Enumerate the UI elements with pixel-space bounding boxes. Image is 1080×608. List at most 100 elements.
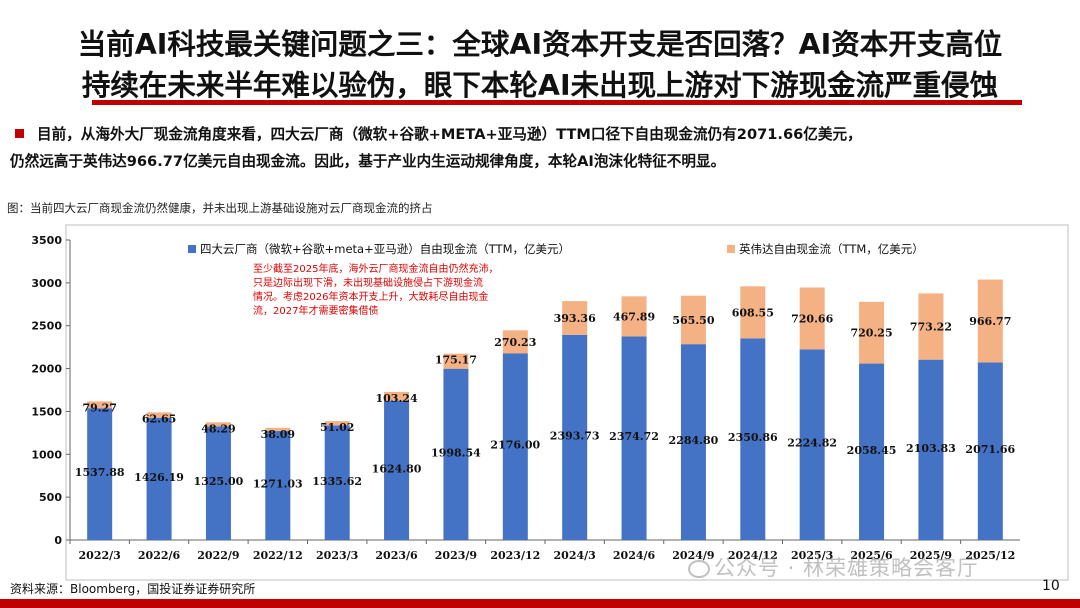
title-underline [92,100,1022,105]
chart-annotation-line: 只是边际出现下滑，未出现基础设施侵占下游现金流 [253,276,483,289]
data-label-cloud: 2374.72 [609,430,659,443]
data-label-nvidia: 38.09 [261,428,295,441]
data-label-nvidia: 103.24 [376,392,418,405]
data-label-cloud: 2071.66 [965,443,1015,456]
x-tick-label: 2022/9 [197,549,239,562]
bar-nvidia-fcf [146,412,172,418]
bar-nvidia-fcf [205,422,231,427]
bar-cloud-fcf [87,408,113,540]
data-label-cloud: 1271.03 [253,478,303,491]
x-tick-label: 2023/6 [375,549,418,562]
bar-cloud-fcf [859,363,885,540]
data-label-nvidia: 62.65 [142,412,176,425]
bar-nvidia-fcf [443,353,469,369]
data-label-nvidia: 393.36 [554,312,596,325]
chart-annotation-line: 至少截至2025年底，海外云厂商现金流自由仍然充沛， [253,262,498,275]
bar-cloud-fcf [799,349,825,540]
y-tick-label: 1000 [31,448,62,461]
bottom-bar [0,599,1080,608]
figure-caption: 图：当前四大云厂商现金流仍然健康，并未出现上游基础设施对云厂商现金流的挤占 [7,201,433,215]
watermark: 公众号 · 林荣雄策略会客厅 [688,552,979,582]
data-label-cloud: 2284.80 [669,434,719,447]
chart-annotation-line: 情况。考虑2026年资本开支上升，大致耗尽自由现金 [253,290,488,303]
slide-title-line-1: 当前AI科技最关键问题之三：全球AI资本开支是否回落？AI资本开支高位 [77,28,1003,61]
bullet-square-icon [15,129,24,138]
legend-label-nvidia: 英伟达自由现金流（TTM，亿美元） [739,242,924,256]
x-tick-label: 2025/6 [850,549,893,562]
data-label-nvidia: 773.22 [910,321,952,334]
data-label-nvidia: 51.02 [320,421,354,434]
x-tick-label: 2023/3 [316,549,358,562]
data-label-nvidia: 565.50 [672,314,714,327]
data-label-nvidia: 467.89 [613,310,655,323]
source-note: 资料来源：Bloomberg，国投证券证券研究所 [10,582,256,596]
bar-nvidia-fcf [859,301,885,364]
y-tick-label: 2000 [31,363,62,376]
bar-nvidia-fcf [502,330,528,354]
bar-cloud-fcf [324,425,350,540]
bar-cloud-fcf [977,362,1003,540]
y-tick-label: 0 [54,534,62,547]
data-label-cloud: 2176.00 [490,439,540,452]
data-label-nvidia: 270.23 [494,336,536,349]
bar-cloud-fcf [146,417,172,540]
bar-cloud-fcf [265,431,291,540]
data-label-cloud: 1325.00 [194,475,244,488]
data-label-nvidia: 79.27 [82,401,116,414]
data-label-cloud: 2058.45 [847,444,897,457]
chart-annotation-line: 流，2027年才需要密集借债 [253,304,378,317]
legend-swatch-nvidia [727,245,735,253]
y-tick-label: 500 [39,491,62,504]
legend-swatch-cloud [188,245,196,253]
bar-cloud-fcf [502,353,528,540]
x-tick-label: 2023/9 [435,549,477,562]
x-tick-label: 2024/3 [554,549,596,562]
y-tick-label: 2500 [31,320,62,333]
data-label-nvidia: 608.55 [732,306,774,319]
bar-cloud-fcf [443,368,469,540]
y-tick-label: 3500 [31,234,62,247]
page-number: 10 [1042,578,1060,594]
y-tick-label: 1500 [31,405,62,418]
x-tick-label: 2025/12 [965,549,1015,562]
bar-nvidia-fcf [918,293,944,360]
bar-nvidia-fcf [265,427,291,432]
bar-nvidia-fcf [87,401,113,409]
x-tick-label: 2022/3 [79,549,121,562]
y-tick-label: 3000 [31,277,62,290]
data-label-cloud: 2350.86 [728,431,778,444]
data-label-cloud: 2393.73 [550,429,600,442]
x-tick-label: 2025/9 [910,549,952,562]
x-tick-label: 2024/12 [728,549,778,562]
x-tick-label: 2023/12 [490,549,540,562]
data-label-cloud: 2103.83 [906,442,956,455]
bar-nvidia-fcf [977,279,1003,363]
bar-nvidia-fcf [621,296,647,337]
x-tick-label: 2022/6 [138,549,181,562]
x-tick-label: 2025/3 [791,549,833,562]
bullet-text-line-1: 目前，从海外大厂现金流角度来看，四大云厂商（微软+谷歌+META+亚马逊）TTM… [37,126,862,143]
data-label-cloud: 1624.80 [372,462,422,475]
bar-nvidia-fcf [799,287,825,350]
data-label-cloud: 2224.82 [787,437,837,450]
watermark-text: 公众号 · 林荣雄策略会客厅 [714,556,980,580]
bar-cloud-fcf [621,336,647,540]
data-label-cloud: 1998.54 [431,446,481,459]
x-tick-label: 2024/9 [672,549,714,562]
data-label-nvidia: 48.29 [201,422,235,435]
bar-cloud-fcf [680,344,706,540]
x-tick-label: 2022/12 [253,549,303,562]
legend-label-cloud: 四大云厂商（微软+谷歌+meta+亚马逊）自由现金流（TTM，亿美元） [200,242,570,256]
data-label-nvidia: 175.17 [435,354,477,367]
bar-cloud-fcf [740,338,766,540]
data-label-nvidia: 720.66 [791,312,833,325]
bar-cloud-fcf [384,400,410,540]
bar-nvidia-fcf [562,301,588,335]
bar-cloud-fcf [918,359,944,540]
data-label-nvidia: 720.25 [851,327,893,340]
bar-cloud-fcf [562,334,588,540]
bar-nvidia-fcf [740,286,766,339]
wechat-icon [688,560,710,578]
slide-title-line-2: 持续在未来半年难以验伪，眼下本轮AI未出现上游对下游现金流严重侵蚀 [81,69,999,102]
